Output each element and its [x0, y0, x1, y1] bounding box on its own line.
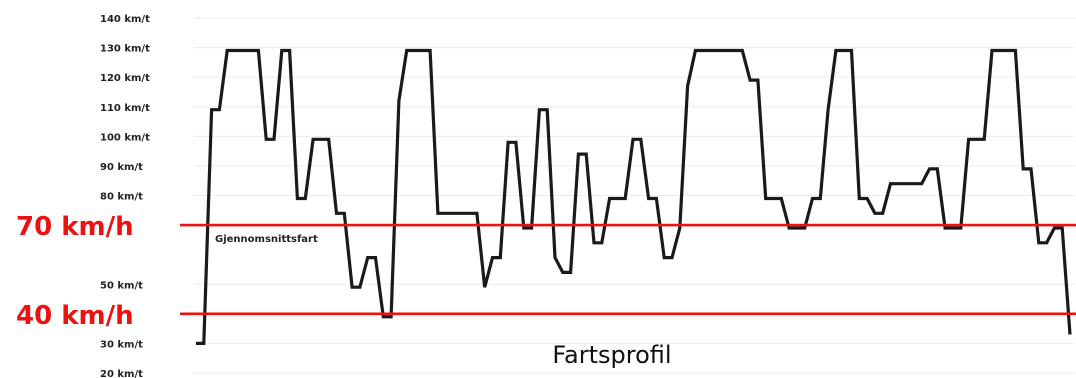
series-group [196, 48, 1072, 345]
y-tick-label: 30 km/t [100, 339, 143, 350]
speed-series-line [196, 48, 1072, 345]
y-tick-label: 50 km/t [100, 280, 143, 291]
y-tick-label: 110 km/t [100, 103, 150, 114]
reference-label-70: 70 km/h [16, 212, 134, 242]
y-tick-label: 120 km/t [100, 73, 150, 84]
grid-lines [194, 17, 1074, 374]
y-axis-tick-labels: 140 km/t 130 km/t 120 km/t 110 km/t 100 km/t… [100, 14, 150, 378]
y-tick-label: 140 km/t [100, 14, 150, 25]
y-tick-label: 90 km/t [100, 162, 143, 173]
reference-label-40: 40 km/h [16, 301, 134, 331]
y-tick-label: 20 km/t [100, 369, 143, 378]
average-speed-annotation: Gjennomsnittsfart [215, 234, 318, 245]
reference-lines: 70 km/h 40 km/h [16, 212, 1076, 331]
y-tick-label: 80 km/t [100, 192, 143, 203]
y-tick-label: 130 km/t [100, 44, 150, 55]
chart-title: Fartsprofil [552, 341, 671, 369]
y-tick-label: 100 km/t [100, 132, 150, 143]
